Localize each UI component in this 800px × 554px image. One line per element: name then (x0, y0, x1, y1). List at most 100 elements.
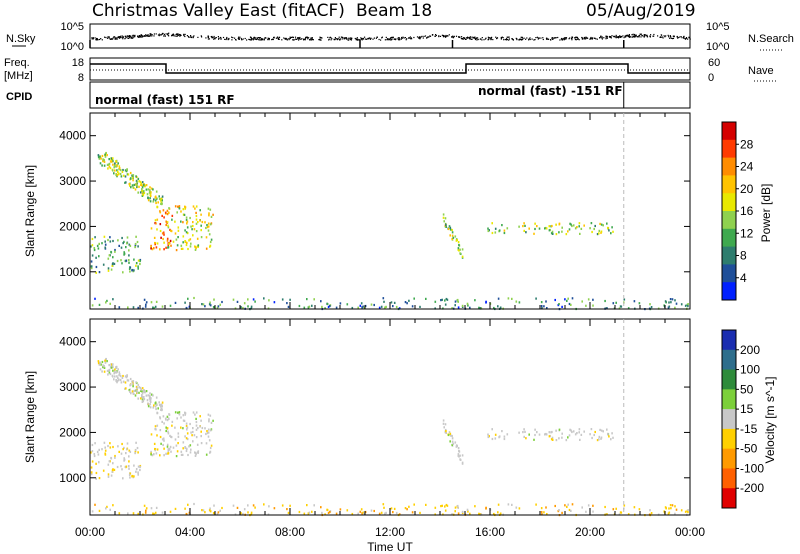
data-point (166, 221, 169, 224)
noise-point (211, 37, 213, 39)
data-point (451, 231, 454, 234)
noise-point (108, 36, 110, 38)
data-point (110, 251, 113, 254)
data-point (106, 360, 108, 363)
noise-point (311, 37, 313, 39)
data-point (143, 504, 146, 507)
data-point (142, 389, 145, 393)
data-point (170, 244, 172, 247)
noise-point (183, 33, 185, 35)
data-point (190, 242, 192, 245)
noise-point (252, 39, 254, 41)
data-point (110, 457, 113, 460)
noise-point (114, 37, 116, 39)
data-point (175, 238, 178, 241)
data-point (240, 306, 242, 309)
data-point (208, 212, 210, 215)
noise-panel: N.Sky 10^5 10^0 10^5 10^0 N.Search (6, 21, 794, 53)
data-point (120, 381, 123, 384)
noise-point (187, 35, 189, 38)
noise-point (441, 34, 443, 36)
noise-point (150, 33, 152, 35)
data-point (126, 168, 128, 171)
noise-point (263, 39, 265, 41)
noise-point (632, 33, 634, 35)
data-point (192, 221, 194, 224)
data-point (561, 230, 563, 233)
noise-point (643, 34, 645, 36)
data-point (149, 395, 151, 398)
noise-point (127, 35, 129, 37)
noise-point (130, 35, 132, 37)
data-point (590, 428, 593, 431)
data-point (587, 504, 590, 507)
data-point (209, 304, 212, 307)
data-point (497, 297, 500, 300)
data-point (110, 268, 113, 271)
noise-point (273, 37, 275, 39)
data-point (177, 435, 180, 438)
noise-point (292, 39, 294, 41)
data-point (585, 304, 587, 307)
noise-point (92, 38, 94, 40)
data-point (457, 247, 460, 250)
data-point (525, 231, 527, 234)
data-point (674, 512, 676, 515)
noise-point (526, 37, 528, 39)
data-point (163, 439, 165, 442)
data-point (254, 300, 256, 303)
data-point (263, 503, 265, 506)
data-point (156, 448, 159, 451)
data-point (134, 394, 137, 397)
data-point (113, 262, 116, 265)
data-point (134, 448, 137, 452)
noise-point (670, 36, 672, 38)
data-point (209, 240, 212, 244)
data-point (122, 380, 125, 383)
noise-point (200, 35, 202, 37)
data-point (178, 413, 181, 416)
noise-point (640, 36, 642, 38)
data-point (186, 226, 189, 229)
noise-point (645, 34, 647, 36)
data-point (568, 508, 571, 512)
data-point (132, 380, 135, 383)
data-point (200, 435, 202, 438)
data-point (449, 440, 451, 443)
noise-point (508, 38, 510, 40)
data-point (561, 226, 563, 229)
noise-point (599, 37, 601, 39)
data-point (152, 394, 154, 397)
data-point (207, 413, 210, 416)
data-point (167, 417, 170, 420)
data-point (124, 465, 127, 468)
noise-point (663, 35, 665, 37)
data-point (125, 181, 127, 184)
noise-point (271, 39, 273, 41)
noise-point (239, 36, 241, 38)
noise-point (618, 36, 620, 38)
noise-point (545, 37, 548, 40)
data-point (161, 202, 163, 205)
noise-point (147, 35, 149, 37)
data-point (149, 392, 151, 395)
noise-point (458, 36, 460, 38)
data-point (108, 364, 110, 367)
data-point (195, 411, 198, 414)
data-point (650, 512, 653, 515)
noise-point (387, 38, 389, 40)
noise-point (146, 34, 148, 36)
data-point (498, 229, 501, 232)
data-point (159, 429, 162, 432)
noise-point (540, 37, 542, 39)
data-point (131, 475, 133, 478)
noise-point (184, 35, 186, 38)
noise-point (520, 38, 522, 40)
data-point (590, 222, 593, 225)
data-point (454, 235, 457, 238)
data-point (321, 511, 323, 514)
data-point (442, 419, 445, 422)
data-point (137, 259, 140, 262)
data-point (141, 392, 144, 395)
data-point (102, 160, 104, 163)
